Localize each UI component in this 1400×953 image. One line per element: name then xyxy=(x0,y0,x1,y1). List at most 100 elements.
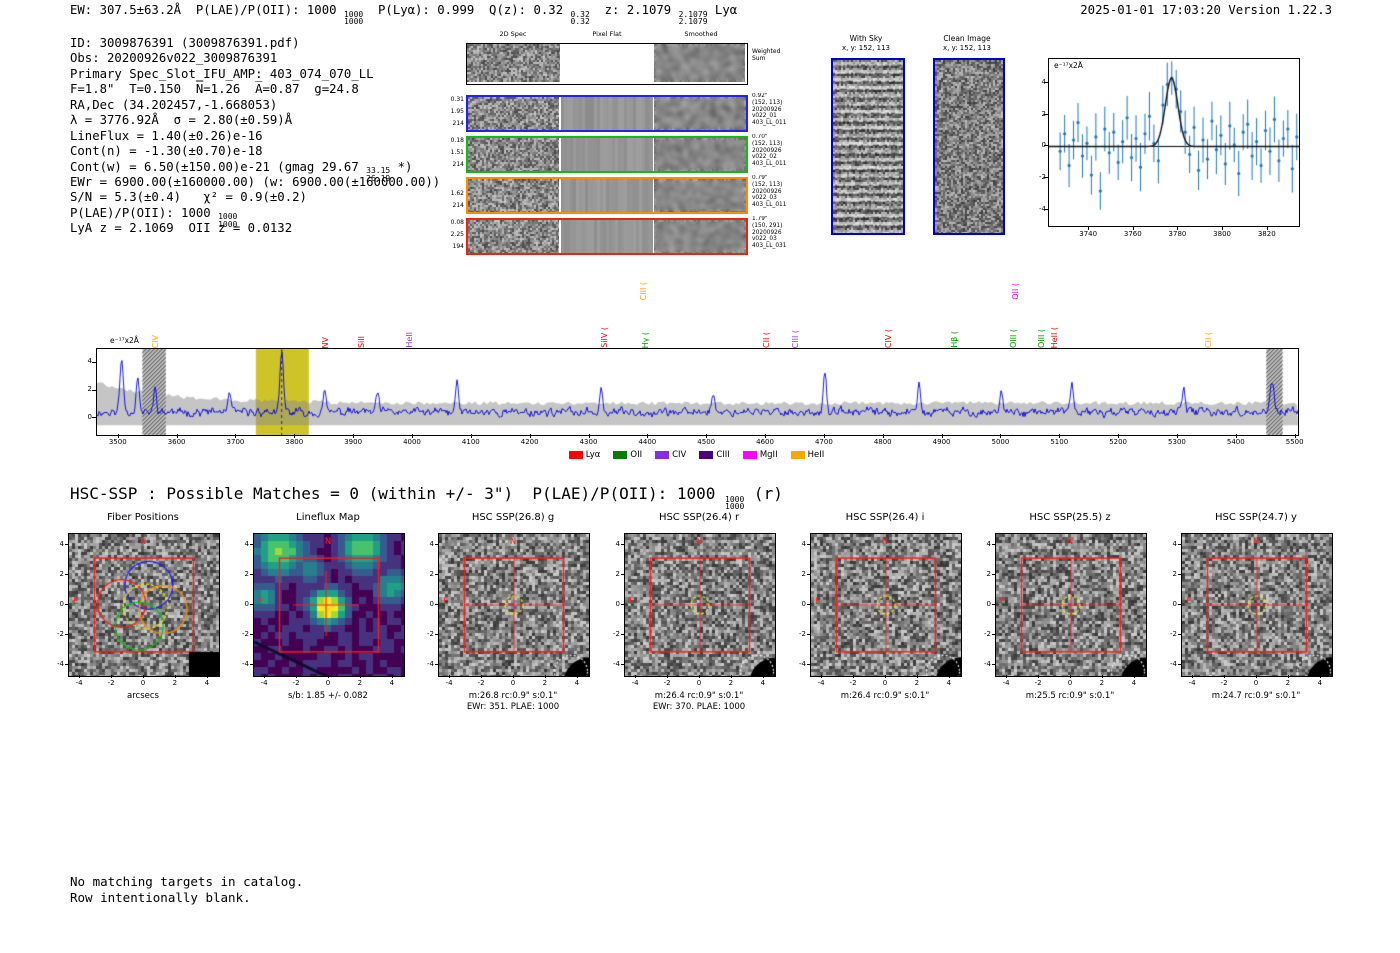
cutout-caption: EWr: 370. PLAE: 1000 xyxy=(652,702,746,712)
cutout-ytick-mark xyxy=(435,543,438,545)
info-line: F=1.8" T=0.150 N̅=1.26 A̅=0.87 g=24.8 xyxy=(70,82,440,97)
cutout-title: Fiber Positions xyxy=(107,512,179,523)
cutout-xtick-mark xyxy=(1224,675,1226,678)
emission-line-label: CII ( xyxy=(761,332,771,348)
cutout-ytick: -4 xyxy=(1170,660,1177,669)
spec2d-row-info: 1.79" (150, 291) 20200926 v022_03 403_LL_031 xyxy=(752,216,786,250)
cutout-xtick-mark xyxy=(296,675,298,678)
cutout-title: HSC SSP(26.4) i xyxy=(845,512,925,523)
spec2d-row-info-line: 20200926 xyxy=(752,229,782,236)
emission-line-label: SiIV ( xyxy=(600,327,610,348)
cutout-ytick: 2 xyxy=(244,569,249,578)
spectrum-ytick: 2 xyxy=(87,385,92,394)
info-line: RA,Dec (34.202457,-1.668053) xyxy=(70,98,440,113)
line-fit-xtick-mark xyxy=(1177,226,1179,230)
spec2d-row-info-line: v022_03 xyxy=(752,195,777,202)
cutout-caption: m:26.8 rc:0.9" s:0.1" xyxy=(468,691,558,701)
fiber-smoothed-image xyxy=(654,97,746,130)
cutout-ytick-mark xyxy=(807,573,810,575)
line-fit-ytick: 0 xyxy=(1026,141,1046,149)
spec2d-row-scale-value: 0.18 xyxy=(450,137,464,144)
info-line: Cont(w) = 6.50(±150.00)e-21 (gmag 29.67 … xyxy=(70,159,440,182)
cutout-ytick: -2 xyxy=(57,630,64,639)
cutout-xtick: -2 xyxy=(477,679,485,687)
spectrum-xtick: 5500 xyxy=(1285,438,1304,446)
spectrum-xtick: 4700 xyxy=(814,438,833,446)
cutout-image xyxy=(624,533,776,677)
spec2d-weighted-sum-row xyxy=(466,43,748,85)
cutout-caption: EWr: 351. PLAE: 1000 xyxy=(466,702,560,712)
spectrum-xtick-mark xyxy=(941,434,943,438)
cutout-ytick-mark xyxy=(992,573,995,575)
cutout-xtick-mark xyxy=(1256,675,1257,678)
spec2d-row-info-line: 403_LL_031 xyxy=(752,243,787,250)
info-text: Cont(w) = 6.50(±150.00)e-21 (gmag 29.67 xyxy=(70,159,367,174)
info-line: Obs: 20200926v022_3009876391 xyxy=(70,51,440,66)
cutout-xtick-mark xyxy=(885,675,886,678)
cutout-ytick-mark xyxy=(435,664,438,666)
fiber-pixel-flat-image xyxy=(561,138,653,171)
legend-swatch xyxy=(742,451,757,459)
spec2d-row-info: 0.70" (152, 113) 20200926 v022_02 403_LL_011 xyxy=(752,134,786,168)
cutout-xtick-mark xyxy=(730,675,732,678)
cutout-ytick-mark xyxy=(807,604,810,605)
spec2d-row-info-line: v022_01 xyxy=(752,113,777,120)
spec2d-row-scale-value: 214 xyxy=(452,202,464,209)
cutout-ytick: 0 xyxy=(615,600,620,608)
compass-north-label: N xyxy=(695,537,703,547)
legend-swatch xyxy=(790,451,805,459)
line-fit-xtick: 3800 xyxy=(1213,230,1231,238)
spectrum-ytick: 4 xyxy=(87,357,92,366)
cutout-panel-hsc-4: HSC SSP(26.4) i N E -4 -4 -2 -2 0 0 2 2 4 4 m:26.4 rc… xyxy=(784,507,990,732)
weighted-sum-label: Weighted Sum xyxy=(752,48,780,62)
cutout-ytick-mark xyxy=(435,604,438,605)
spectrum-xtick-mark xyxy=(411,434,413,438)
cutout-ytick: 2 xyxy=(986,569,991,578)
compass-east-label: E xyxy=(443,597,449,607)
info-fraction-bottom: 1000 xyxy=(218,219,238,229)
timestamp-version: 2025-01-01 17:03:20 Version 1.22.3 xyxy=(1080,3,1332,17)
spectrum-xtick: 4500 xyxy=(697,438,716,446)
line-fit-ytick: 2 xyxy=(1026,110,1046,118)
line-fit-ytick: -2 xyxy=(1039,173,1046,182)
cutout-xtick-mark xyxy=(1133,675,1135,678)
spectrum-xtick-mark xyxy=(1000,434,1002,438)
cutout-xtick-mark xyxy=(391,675,393,678)
emission-line-label: OIII ( xyxy=(1008,328,1018,348)
spec2d-row-info-line: 20200926 xyxy=(752,106,782,113)
summary-fraction: 2.1079 2.1079 xyxy=(678,10,708,27)
line-fit-xtick: 3760 xyxy=(1123,230,1142,238)
legend-label: Lyα xyxy=(585,450,601,460)
spectrum-xtick: 5000 xyxy=(991,438,1010,446)
emission-line-label: HeII ( xyxy=(1050,326,1060,348)
hsc-text: HSC-SSP : Possible Matches = 0 (within +… xyxy=(70,484,726,503)
cutout-xtick: 0 xyxy=(696,679,702,687)
summary-fraction-bottom: 2.1079 xyxy=(678,17,708,27)
cutout-xtick: 2 xyxy=(357,679,363,687)
info-text: ID: 3009876391 (3009876391.pdf) xyxy=(70,36,300,50)
spectrum-ytick-mark xyxy=(92,389,96,391)
cutout-ytick: 0 xyxy=(244,600,249,608)
cutout-ytick: -4 xyxy=(799,660,806,669)
spectrum-xtick: 4100 xyxy=(461,438,480,446)
hsc-fraction-bottom: 1000 xyxy=(725,502,745,512)
cutout-xtick-mark xyxy=(635,675,637,678)
cutout-ytick-mark xyxy=(1178,634,1181,636)
sky-panel-xy-label: x, y: 152, 113 xyxy=(943,44,991,52)
spectrum-xtick: 3600 xyxy=(167,438,186,446)
cutout-ytick-mark xyxy=(992,543,995,545)
hsc-fraction-top: 1000 xyxy=(725,494,745,504)
cutout-ytick: -2 xyxy=(242,630,249,639)
cutout-xlabel: arcsecs xyxy=(127,691,159,701)
spectrum-xtick-mark xyxy=(1235,434,1237,438)
cutout-xtick: -4 xyxy=(75,679,83,687)
spectrum-xtick: 4600 xyxy=(756,438,774,446)
spectrum-xtick-mark xyxy=(765,434,767,438)
hsc-text: (r) xyxy=(744,484,783,503)
spec2d-fiber-row xyxy=(466,136,748,173)
cutout-xtick-mark xyxy=(1319,675,1321,678)
cutout-xtick: 0 xyxy=(510,679,516,687)
spectrum-xtick: 5200 xyxy=(1109,438,1128,446)
line-fit-ytick: 4 xyxy=(1026,78,1046,86)
cutout-xtick: -4 xyxy=(1188,679,1196,687)
